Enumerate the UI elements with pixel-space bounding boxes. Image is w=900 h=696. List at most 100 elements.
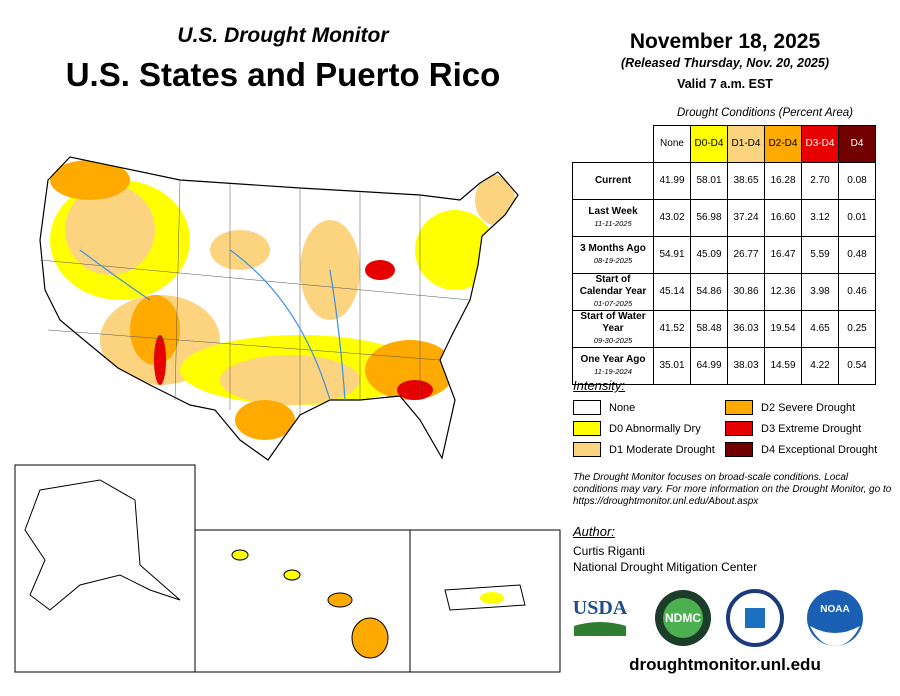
legend-swatch [725, 442, 753, 457]
row-label: 3 Months Ago 08-19-2025 [572, 235, 654, 274]
cell: 0.46 [838, 272, 876, 311]
cell: 64.99 [690, 346, 728, 385]
legend-label: D2 Severe Drought [761, 401, 856, 414]
pr-inset [409, 529, 561, 673]
cell: 37.24 [727, 198, 765, 237]
cell: 0.54 [838, 346, 876, 385]
data-row: One Year Ago 11-19-2024 35.01 64.99 38.03 14.… [572, 346, 876, 385]
cell: 54.91 [653, 235, 691, 274]
data-row: Start of Water Year 09-30-2025 41.52 58.48 3… [572, 309, 876, 348]
legend-label: None [609, 401, 636, 414]
data-row: Start of Calendar Year 01-07-2025 45.14 54.… [572, 272, 876, 311]
author-org: National Drought Mitigation Center [573, 560, 758, 574]
conus-outline [39, 156, 519, 461]
cell: 36.03 [727, 309, 765, 348]
map [14, 156, 561, 673]
cell: 56.98 [690, 198, 728, 237]
column-header: None [653, 125, 691, 163]
cell: 16.47 [764, 235, 802, 274]
cell: 38.65 [727, 161, 765, 200]
cell: 41.99 [653, 161, 691, 200]
ndmc-inner [663, 598, 703, 638]
row-label: Start of Calendar Year 01-07-2025 [572, 272, 654, 311]
cell: 30.86 [727, 272, 765, 311]
data-row: 3 Months Ago 08-19-2025 54.91 45.09 26.77 16.… [572, 235, 876, 274]
cell: 14.59 [764, 346, 802, 385]
row-date: 09-30-2025 [593, 335, 633, 345]
legend-item: None [573, 400, 635, 415]
row-date: 01-07-2025 [593, 298, 633, 308]
legend-swatch [725, 421, 753, 436]
ndmc-logo: NDMC [665, 611, 701, 625]
row-title: 3 Months Ago [580, 242, 646, 254]
author-heading: Author: [573, 524, 615, 539]
cell: 19.54 [764, 309, 802, 348]
legend-label: D4 Exceptional Drought [761, 443, 878, 456]
cell: 5.59 [801, 235, 839, 274]
cell: 3.12 [801, 198, 839, 237]
cell: 45.09 [690, 235, 728, 274]
cell: 0.08 [838, 161, 876, 200]
hawaii-island [283, 569, 301, 581]
row-label: Start of Water Year 09-30-2025 [572, 309, 654, 348]
cell: 12.36 [764, 272, 802, 311]
legend-item: D4 Exceptional Drought [725, 442, 877, 457]
row-title: Start of Water Year [580, 310, 646, 334]
usda-logo: USDA [573, 597, 628, 619]
hawaii-island [231, 549, 249, 561]
title: U.S. States and Puerto Rico [65, 56, 501, 93]
table-caption: Drought Conditions (Percent Area) [677, 107, 853, 119]
cell: 58.48 [690, 309, 728, 348]
release-date: (Released Thursday, Nov. 20, 2025) [621, 56, 829, 70]
map-date: November 18, 2025 [629, 30, 821, 53]
doc-shield [745, 608, 765, 628]
legend-item: D1 Moderate Drought [573, 442, 715, 457]
row-date: 08-19-2025 [593, 255, 633, 265]
cell: 16.28 [764, 161, 802, 200]
noaa-logo: NOAA [820, 604, 849, 615]
legend-item: D3 Extreme Drought [725, 421, 861, 436]
cell: 2.70 [801, 161, 839, 200]
subtitle: U.S. Drought Monitor [177, 24, 389, 47]
cell: 35.01 [653, 346, 691, 385]
legend-swatch [573, 400, 601, 415]
data-row: Current 41.99 58.01 38.65 16.28 2.70 0.08 [572, 161, 876, 200]
legend-item: D0 Abnormally Dry [573, 421, 701, 436]
hawaii-island [351, 617, 389, 659]
cell: 38.03 [727, 346, 765, 385]
cell: 0.01 [838, 198, 876, 237]
column-header: D0-D4 [690, 125, 728, 163]
column-header: D2-D4 [764, 125, 802, 163]
data-row: Last Week 11-11-2025 43.02 56.98 37.24 16.60 3… [572, 198, 876, 237]
row-label: Last Week 11-11-2025 [572, 198, 654, 237]
hawaii-island [327, 592, 353, 608]
row-title: Last Week [588, 205, 638, 217]
column-header: D4 [838, 125, 876, 163]
legend-swatch [573, 442, 601, 457]
row-date: 11-11-2025 [594, 218, 632, 228]
row-date: 11-19-2024 [594, 366, 632, 376]
noaa-wave [810, 626, 860, 646]
legend-swatch [573, 421, 601, 436]
pr-d0 [480, 592, 504, 604]
legend-label: D1 Moderate Drought [609, 443, 715, 456]
row-title: One Year Ago [580, 353, 646, 365]
column-header: D3-D4 [801, 125, 839, 163]
state-lines [39, 179, 471, 415]
blank-cell [573, 126, 654, 163]
legend-label: D3 Extreme Drought [761, 422, 862, 435]
row-label: Current [572, 161, 654, 200]
legend-label: D0 Abnormally Dry [609, 422, 701, 435]
cell: 58.01 [690, 161, 728, 200]
row-title: Current [594, 174, 632, 186]
row-title: Start of Calendar Year [579, 273, 647, 297]
conus [40, 157, 518, 460]
cell: 0.25 [838, 309, 876, 348]
cell: 3.98 [801, 272, 839, 311]
column-header: D1-D4 [727, 125, 765, 163]
valid-time: Valid 7 a.m. EST [677, 77, 773, 91]
author-name: Curtis Riganti [573, 544, 646, 558]
rivers [79, 249, 346, 401]
cell: 43.02 [653, 198, 691, 237]
